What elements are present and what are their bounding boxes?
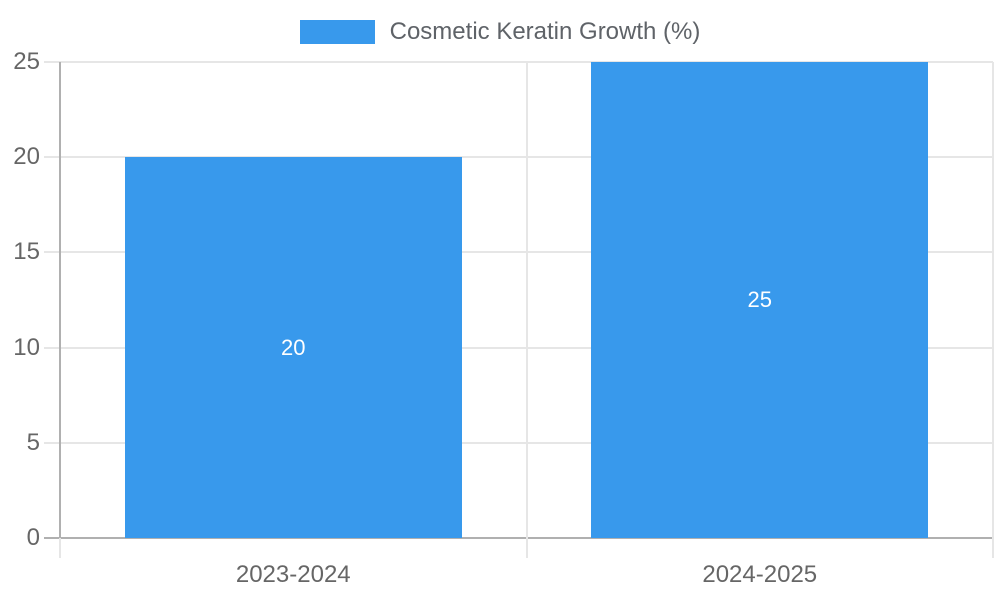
category-boundary-gridline (992, 62, 994, 558)
y-axis-tick-label: 0 (26, 524, 40, 551)
y-gridline (44, 346, 993, 349)
bar-value-label: 20 (281, 334, 306, 360)
y-axis-tick-label: 10 (13, 333, 40, 361)
y-axis-tick-label: 20 (13, 143, 40, 171)
legend-color-swatch (299, 20, 375, 44)
x-axis-category-label: 2024-2025 (702, 561, 818, 588)
y-axis-line (59, 62, 61, 538)
y-axis-tick-label: 5 (26, 428, 40, 456)
y-gridline (44, 156, 993, 159)
x-axis-baseline (44, 537, 993, 539)
y-axis-tick-label: 25 (13, 48, 40, 75)
bar-value-label: 25 (747, 287, 772, 312)
y-gridline (44, 61, 993, 63)
chart-legend[interactable]: Cosmetic Keratin Growth (%) (0, 18, 1000, 46)
category-boundary-gridline (525, 62, 528, 558)
bar-2023-2024[interactable]: 20 (124, 157, 462, 538)
y-axis-tick-label: 15 (13, 238, 40, 266)
bar-2024-2025[interactable]: 25 (591, 62, 929, 538)
y-gridline (44, 251, 993, 254)
legend-series-label: Cosmetic Keratin Growth (%) (389, 18, 701, 45)
y-gridline (44, 441, 993, 444)
x-axis-category-label: 2023-2024 (235, 561, 351, 588)
y-axis-tick-extension (59, 538, 61, 558)
